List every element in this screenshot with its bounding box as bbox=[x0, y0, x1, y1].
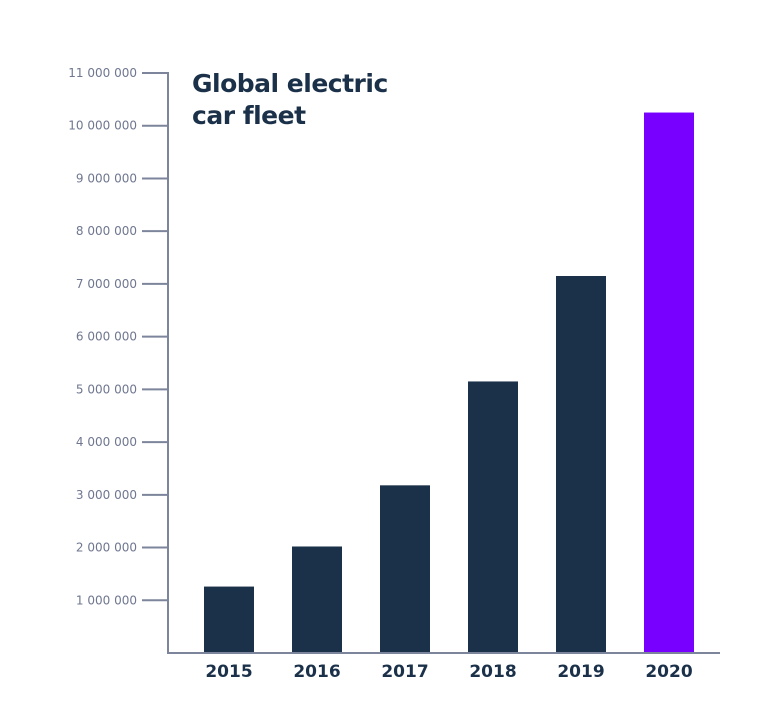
bar-2016 bbox=[292, 546, 342, 653]
y-tick-label: 8 000 000 bbox=[76, 224, 137, 238]
bar-2018 bbox=[468, 381, 518, 653]
y-tick-label: 2 000 000 bbox=[76, 541, 137, 555]
x-tick-label: 2019 bbox=[557, 662, 604, 682]
bar-2017 bbox=[380, 485, 430, 653]
y-tick-label: 7 000 000 bbox=[76, 277, 137, 291]
bar-2015 bbox=[204, 586, 254, 653]
y-tick-label: 9 000 000 bbox=[76, 171, 137, 185]
x-tick-label: 2018 bbox=[469, 662, 516, 682]
x-tick-label: 2016 bbox=[293, 662, 340, 682]
x-tick-label: 2017 bbox=[381, 662, 428, 682]
x-tick-label: 2020 bbox=[645, 662, 692, 682]
y-tick-label: 1 000 000 bbox=[76, 593, 137, 607]
y-tick-label: 5 000 000 bbox=[76, 382, 137, 396]
x-tick-label: 2015 bbox=[205, 662, 252, 682]
bar-2020 bbox=[644, 112, 694, 653]
y-tick-label: 10 000 000 bbox=[68, 119, 137, 133]
y-tick-label: 3 000 000 bbox=[76, 488, 137, 502]
chart-title: Global electric car fleet bbox=[192, 69, 388, 130]
y-tick-label: 4 000 000 bbox=[76, 435, 137, 449]
y-tick-label: 11 000 000 bbox=[68, 66, 137, 80]
y-tick-label: 6 000 000 bbox=[76, 330, 137, 344]
bar-2019 bbox=[556, 276, 606, 653]
